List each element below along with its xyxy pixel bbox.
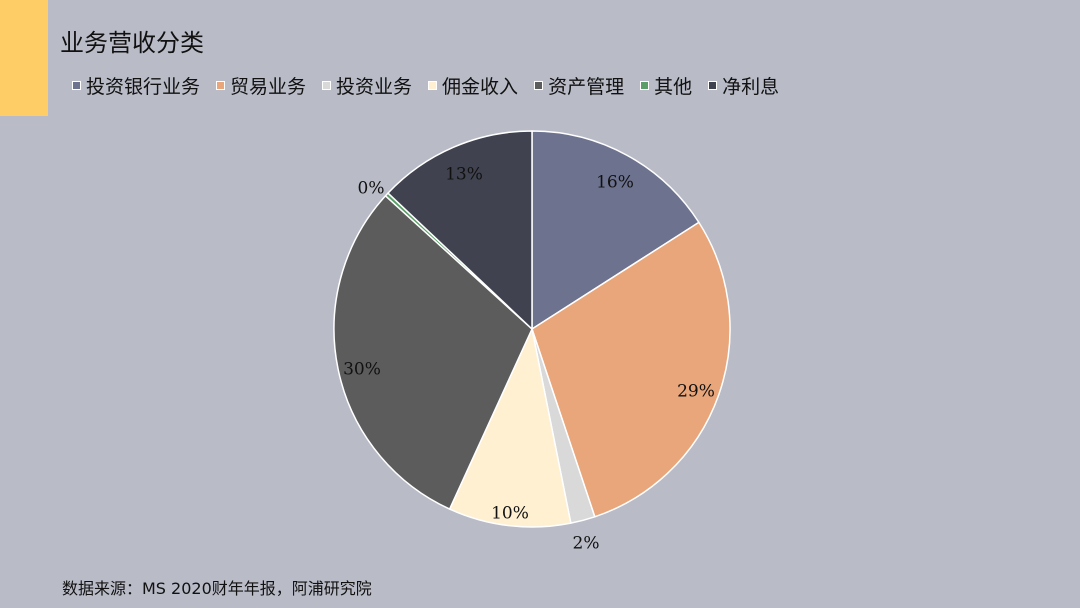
- legend-item-investments: 投资业务: [322, 72, 412, 99]
- slice-label-other: 0%: [358, 179, 385, 199]
- pie-slice-trading: [531, 221, 731, 518]
- slice-label-commissions: 10%: [491, 504, 529, 524]
- pie-slice-asset-management: [333, 195, 533, 510]
- legend-swatch: [322, 81, 332, 90]
- legend-swatch: [216, 81, 226, 90]
- legend-item-net-interest: 净利息: [708, 72, 779, 99]
- chart-legend: 投资银行业务 贸易业务 投资业务 佣金收入 资产管理 其他 净利息: [72, 72, 795, 99]
- legend-item-other: 其他: [640, 72, 692, 99]
- legend-label: 投资业务: [336, 76, 413, 98]
- legend-label: 投资银行业务: [86, 76, 201, 98]
- source-note: 数据来源：MS 2020财年年报，阿浦研究院: [62, 579, 372, 598]
- legend-swatch: [428, 81, 438, 90]
- accent-block: [0, 0, 48, 116]
- pie-slice-investment-banking: [531, 130, 700, 330]
- slice-label-net-interest: 13%: [445, 165, 483, 185]
- legend-swatch: [708, 81, 718, 90]
- legend-item-asset-management: 资产管理: [534, 72, 624, 99]
- legend-swatch: [534, 81, 544, 90]
- legend-label: 佣金收入: [442, 76, 519, 98]
- legend-item-commissions: 佣金收入: [428, 72, 518, 99]
- legend-label: 资产管理: [548, 76, 625, 98]
- legend-swatch: [640, 81, 650, 90]
- pie-slice-net-interest: [387, 130, 533, 330]
- legend-label: 净利息: [722, 76, 780, 98]
- slice-label-investment-banking: 16%: [596, 173, 634, 193]
- legend-item-trading: 贸易业务: [216, 72, 306, 99]
- legend-item-investment-banking: 投资银行业务: [72, 72, 200, 99]
- legend-label: 贸易业务: [230, 76, 307, 98]
- page-title: 业务营收分类: [60, 29, 204, 57]
- slice-label-trading: 29%: [677, 382, 715, 402]
- slice-label-asset-management: 30%: [343, 360, 381, 380]
- slice-label-investments: 2%: [573, 534, 600, 554]
- legend-label: 其他: [654, 76, 693, 98]
- pie-slice-commissions: [448, 328, 572, 528]
- legend-swatch: [72, 81, 81, 90]
